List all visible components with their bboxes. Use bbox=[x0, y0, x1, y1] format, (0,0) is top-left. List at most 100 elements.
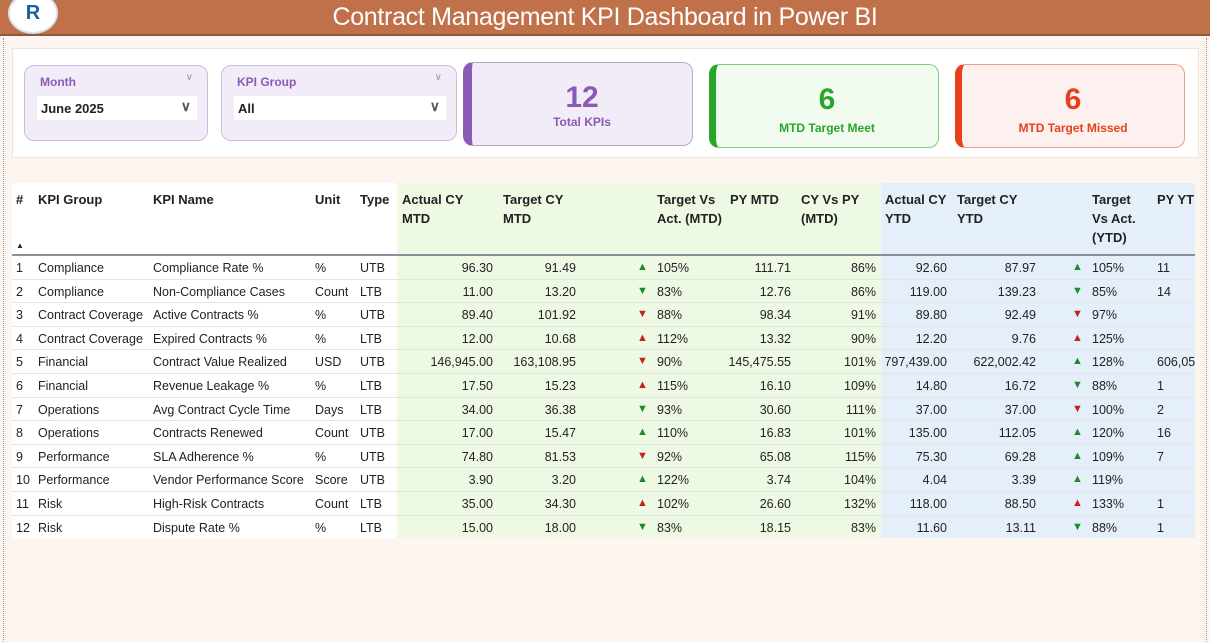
target-cy-ytd-cell: 3.39 bbox=[1011, 473, 1036, 488]
row-number: 5 bbox=[16, 355, 23, 370]
card-label: MTD Target Missed bbox=[1018, 121, 1128, 135]
actual-cy-mtd-cell: 12.00 bbox=[461, 331, 493, 346]
target-cy-ytd-cell: 92.49 bbox=[1004, 308, 1036, 323]
actual-cy-ytd-cell: 797,439.00 bbox=[884, 355, 947, 370]
column-header[interactable]: Target Vs Act. (MTD) bbox=[657, 192, 722, 226]
column-header[interactable]: PY MTD bbox=[730, 192, 779, 207]
column-header[interactable]: KPI Group bbox=[38, 192, 103, 207]
arrow-up-icon: ▲ bbox=[637, 473, 648, 486]
unit-cell: Count bbox=[315, 497, 349, 511]
kpi-name-cell: Non-Compliance Cases bbox=[153, 284, 286, 299]
type-cell: UTB bbox=[360, 426, 385, 441]
table-row[interactable]: 11 Risk High-Risk Contracts Count LTB 35.00 34… bbox=[12, 492, 1195, 516]
chevron-down-icon[interactable]: ∨ bbox=[185, 72, 193, 83]
kpi-name-cell: High-Risk Contracts bbox=[153, 497, 265, 511]
unit-cell: Count bbox=[315, 284, 349, 299]
cy-vs-py-mtd-cell: 101% bbox=[844, 426, 876, 441]
arrow-up-icon: ▲ bbox=[637, 426, 648, 439]
kpi-name-cell: Expired Contracts % bbox=[153, 331, 267, 346]
title-bar: R Contract Management KPI Dashboard in P… bbox=[0, 0, 1210, 36]
kpi-table: # KPI Group KPI Name Unit Type Actual CY MTD T… bbox=[12, 183, 1195, 538]
py-ytd-cell: 7 bbox=[1157, 449, 1164, 464]
type-cell: UTB bbox=[360, 261, 385, 275]
kpi-group-slicer[interactable]: KPI Group ∨ All ∨ bbox=[221, 65, 457, 141]
column-header[interactable]: Type bbox=[360, 192, 390, 207]
table-row[interactable]: 2 Compliance Non-Compliance Cases Count LTB 1… bbox=[12, 280, 1195, 304]
column-header[interactable]: Target CY MTD bbox=[503, 192, 564, 226]
target-cy-mtd-cell: 81.53 bbox=[544, 449, 576, 464]
py-mtd-cell: 12.76 bbox=[759, 284, 791, 299]
card-value: 6 bbox=[1064, 83, 1082, 116]
chevron-down-icon: ∨ bbox=[429, 98, 440, 114]
unit-cell: Days bbox=[315, 402, 344, 417]
card-value: 12 bbox=[565, 81, 599, 114]
target-cy-mtd-cell: 163,108.95 bbox=[513, 355, 576, 370]
column-header[interactable]: Actual CY YTD bbox=[885, 192, 947, 226]
arrow-down-icon: ▼ bbox=[637, 449, 648, 462]
table-row[interactable]: 5 Financial Contract Value Realized USD UTB 1… bbox=[12, 350, 1195, 374]
py-mtd-cell: 111.71 bbox=[754, 261, 791, 275]
column-header[interactable]: CY Vs PY (MTD) bbox=[801, 192, 860, 226]
target-vs-act-mtd-cell: 122% bbox=[657, 473, 689, 488]
table-row[interactable]: 7 Operations Avg Contract Cycle Time Days LT… bbox=[12, 398, 1195, 422]
kpi-name-cell: Contract Value Realized bbox=[153, 355, 287, 370]
kpi-group-cell: Contract Coverage bbox=[38, 331, 143, 346]
header-divider bbox=[12, 254, 1195, 256]
column-header[interactable]: Target Vs Act. (YTD) bbox=[1092, 192, 1136, 245]
kpi-group-cell: Risk bbox=[38, 497, 63, 511]
month-slicer[interactable]: Month ∨ June 2025 ∨ bbox=[24, 65, 208, 141]
unit-cell: % bbox=[315, 261, 327, 275]
column-header[interactable]: KPI Name bbox=[153, 192, 214, 207]
cy-vs-py-mtd-cell: 104% bbox=[844, 473, 876, 488]
arrow-up-icon: ▲ bbox=[637, 261, 648, 273]
column-header[interactable]: # bbox=[16, 192, 24, 207]
actual-cy-mtd-cell: 3.90 bbox=[468, 473, 493, 488]
unit-cell: USD bbox=[315, 355, 342, 370]
target-cy-ytd-cell: 37.00 bbox=[1004, 402, 1036, 417]
month-label: Month bbox=[40, 75, 76, 89]
column-header[interactable]: PY YT bbox=[1157, 192, 1195, 207]
row-number: 2 bbox=[16, 284, 23, 299]
table-row[interactable]: 10 Performance Vendor Performance Score Sco… bbox=[12, 468, 1195, 492]
table-row[interactable]: 4 Contract Coverage Expired Contracts %% LT… bbox=[12, 327, 1195, 351]
py-mtd-cell: 145,475.55 bbox=[728, 355, 791, 370]
arrow-up-icon: ▲ bbox=[1072, 426, 1083, 439]
target-cy-mtd-cell: 18.00 bbox=[544, 520, 576, 535]
py-mtd-cell: 30.60 bbox=[759, 402, 791, 417]
target-cy-ytd-cell: 69.28 bbox=[1004, 449, 1036, 464]
column-header[interactable]: Target CY YTD bbox=[957, 192, 1018, 226]
sort-ascending-icon[interactable]: ▲ bbox=[16, 241, 24, 250]
table-row[interactable]: 3 Contract Coverage Active Contracts %% UTB… bbox=[12, 303, 1195, 327]
py-mtd-cell: 16.83 bbox=[759, 426, 791, 441]
target-cy-mtd-cell: 36.38 bbox=[544, 402, 576, 417]
table-row[interactable]: 12 Risk Dispute Rate %% LTB 15.00 18.00 83% 18.… bbox=[12, 516, 1195, 538]
row-number: 1 bbox=[16, 261, 23, 275]
month-value: June 2025 bbox=[41, 101, 104, 116]
table-row[interactable]: 6 Financial Revenue Leakage %% LTB 17.50 15.2… bbox=[12, 374, 1195, 398]
py-mtd-cell: 98.34 bbox=[759, 308, 791, 323]
py-mtd-cell: 16.10 bbox=[759, 379, 791, 393]
kpi-group-cell: Financial bbox=[38, 355, 89, 370]
table-row[interactable]: 1 Compliance Compliance Rate %% UTB 96.30 91.… bbox=[12, 256, 1195, 280]
arrow-up-icon: ▲ bbox=[1072, 473, 1083, 486]
column-header[interactable]: Actual CY MTD bbox=[402, 192, 464, 226]
kpi-group-cell: Compliance bbox=[38, 284, 105, 299]
table-row[interactable]: 9 Performance SLA Adherence %% UTB 74.80 81.5… bbox=[12, 445, 1195, 469]
total-kpis-card: 12 Total KPIs bbox=[463, 62, 693, 146]
target-vs-act-mtd-cell: 110% bbox=[657, 426, 689, 441]
table-row[interactable]: 8 Operations Contracts Renewed Count UTB 17.0… bbox=[12, 421, 1195, 445]
target-vs-act-ytd-cell: 125% bbox=[1092, 331, 1124, 346]
unit-cell: % bbox=[315, 379, 327, 393]
unit-cell: Score bbox=[315, 473, 348, 488]
type-cell: LTB bbox=[360, 520, 382, 535]
month-dropdown[interactable]: June 2025 ∨ bbox=[37, 96, 197, 120]
target-cy-ytd-cell: 88.50 bbox=[1004, 497, 1036, 511]
kpi-group-dropdown[interactable]: All ∨ bbox=[234, 96, 446, 120]
kpi-name-cell: Revenue Leakage % bbox=[153, 379, 270, 393]
column-header[interactable]: Unit bbox=[315, 192, 341, 207]
py-ytd-cell: 1 bbox=[1157, 497, 1164, 511]
arrow-up-icon: ▲ bbox=[637, 379, 648, 391]
type-cell: LTB bbox=[360, 497, 382, 511]
py-mtd-cell: 26.60 bbox=[759, 497, 791, 511]
chevron-down-icon[interactable]: ∨ bbox=[434, 72, 442, 83]
